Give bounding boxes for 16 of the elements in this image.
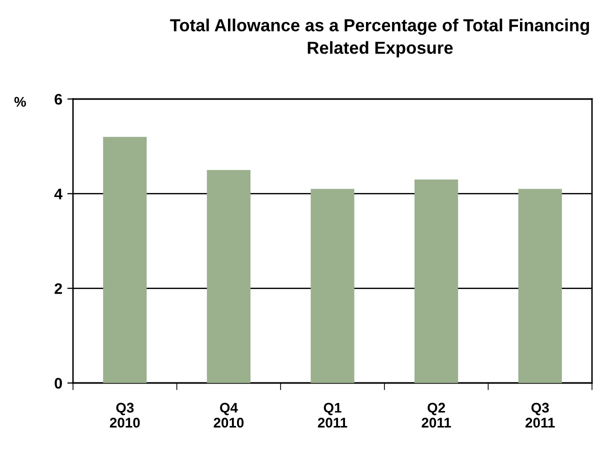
x-tick-label: Q3 2010 <box>110 402 140 428</box>
y-axis-title: % <box>14 96 26 107</box>
bar <box>310 188 354 383</box>
bar <box>206 170 250 383</box>
x-tick-label: Q2 2011 <box>422 402 451 428</box>
y-tick-label: 2 <box>54 283 62 294</box>
bar <box>518 188 562 383</box>
bar <box>103 136 147 383</box>
chart-title: Total Allowance as a Percentage of Total Financing Related Exposure <box>170 18 590 58</box>
y-tick-label: 0 <box>54 378 62 389</box>
bar <box>414 179 458 383</box>
y-tick-label: 4 <box>54 188 62 200</box>
x-tick-label: Q3 2011 <box>526 402 555 428</box>
x-tick-label: Q1 2011 <box>318 402 348 428</box>
y-tick-label: 6 <box>54 94 62 105</box>
x-tick-label: Q4 2010 <box>214 402 244 428</box>
